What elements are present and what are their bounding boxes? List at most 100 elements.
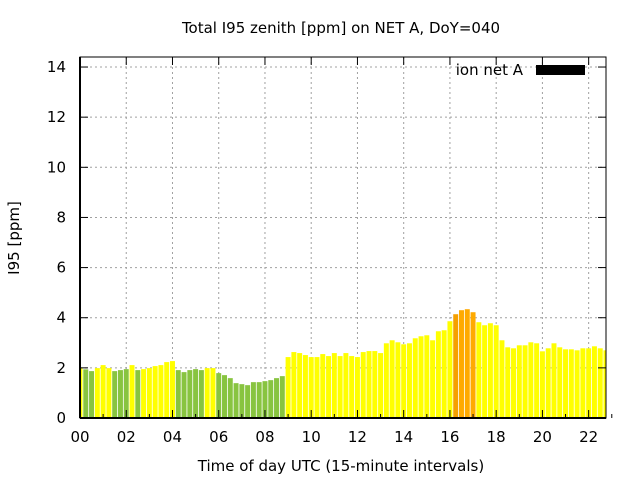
bar [586, 348, 592, 418]
bar [135, 370, 141, 418]
bar [476, 322, 482, 418]
bar [528, 342, 534, 418]
x-tick-label: 08 [255, 428, 274, 446]
bar [354, 357, 360, 418]
bar [435, 331, 441, 418]
bar [291, 352, 297, 418]
bar [464, 309, 470, 418]
x-tick-label: 16 [440, 428, 459, 446]
bar [256, 382, 262, 418]
bar [412, 338, 418, 418]
bar [239, 384, 245, 418]
bars [80, 309, 606, 418]
bar [210, 368, 216, 418]
bar [227, 378, 233, 418]
bar [378, 353, 384, 418]
y-tick-label: 4 [56, 309, 66, 327]
bar [216, 373, 222, 418]
bar [372, 351, 378, 418]
y-tick-label: 10 [47, 158, 66, 176]
bar [539, 351, 545, 418]
x-tick-label: 10 [302, 428, 321, 446]
bar [89, 371, 95, 418]
bar [522, 345, 528, 418]
bar [395, 342, 401, 418]
bar [100, 365, 106, 418]
bar [545, 348, 551, 418]
y-tick-label: 14 [47, 58, 66, 76]
x-tick-label: 02 [117, 428, 136, 446]
y-tick-label: 6 [56, 259, 66, 277]
bar [505, 347, 511, 418]
bar [597, 348, 603, 418]
bar [568, 349, 574, 418]
bar [198, 370, 204, 418]
bar [141, 369, 147, 418]
bar [146, 368, 152, 418]
bar [534, 343, 540, 418]
bar [268, 380, 274, 418]
bar [511, 348, 517, 418]
bar [193, 369, 199, 418]
x-tick-label: 00 [70, 428, 89, 446]
bar [591, 346, 597, 418]
bar [459, 310, 464, 418]
bar [447, 321, 453, 418]
bar [337, 356, 343, 418]
bar [326, 356, 332, 418]
bar [117, 370, 123, 418]
bar [245, 385, 251, 418]
x-tick-label: 18 [487, 428, 506, 446]
bar [94, 368, 100, 418]
bar [383, 343, 389, 418]
bar [401, 344, 407, 418]
bar [482, 325, 488, 418]
bar [279, 376, 285, 418]
bar [441, 330, 447, 418]
bar [204, 368, 210, 418]
bar [169, 361, 175, 418]
bar [563, 349, 569, 418]
bar [389, 340, 395, 418]
bar [274, 378, 280, 418]
bar [262, 381, 268, 418]
chart-title: Total I95 zenith [ppm] on NET A, DoY=040 [181, 19, 500, 37]
bar [331, 353, 337, 418]
x-axis-label: Time of day UTC (15-minute intervals) [197, 457, 484, 475]
bar [112, 371, 118, 418]
x-tick-label: 20 [533, 428, 552, 446]
x-tick-label: 14 [394, 428, 413, 446]
y-tick-label: 0 [56, 409, 66, 427]
axes [79, 56, 607, 419]
legend-swatch [536, 65, 585, 75]
y-tick-label: 8 [56, 208, 66, 226]
bar [418, 336, 424, 418]
bar [320, 354, 326, 418]
bar [580, 348, 586, 418]
bar [175, 370, 181, 418]
bar [343, 353, 349, 418]
bar [499, 340, 505, 418]
bar [181, 372, 187, 418]
bar [129, 365, 135, 418]
legend: ion net A [456, 61, 585, 79]
bar [557, 347, 563, 418]
bar [222, 375, 227, 418]
bar [470, 312, 476, 418]
bar [83, 369, 89, 418]
x-tick-label: 12 [348, 428, 367, 446]
bar [164, 362, 170, 418]
bar [406, 343, 412, 418]
bar [250, 382, 256, 418]
bar [487, 323, 493, 418]
bar [493, 325, 499, 418]
bar [80, 368, 83, 418]
legend-label: ion net A [456, 61, 524, 79]
bar [360, 352, 366, 418]
y-axis-label: I95 [ppm] [5, 201, 23, 275]
x-tick-label: 22 [579, 428, 598, 446]
bar [152, 366, 158, 418]
bar [302, 355, 308, 418]
bar [366, 351, 372, 418]
